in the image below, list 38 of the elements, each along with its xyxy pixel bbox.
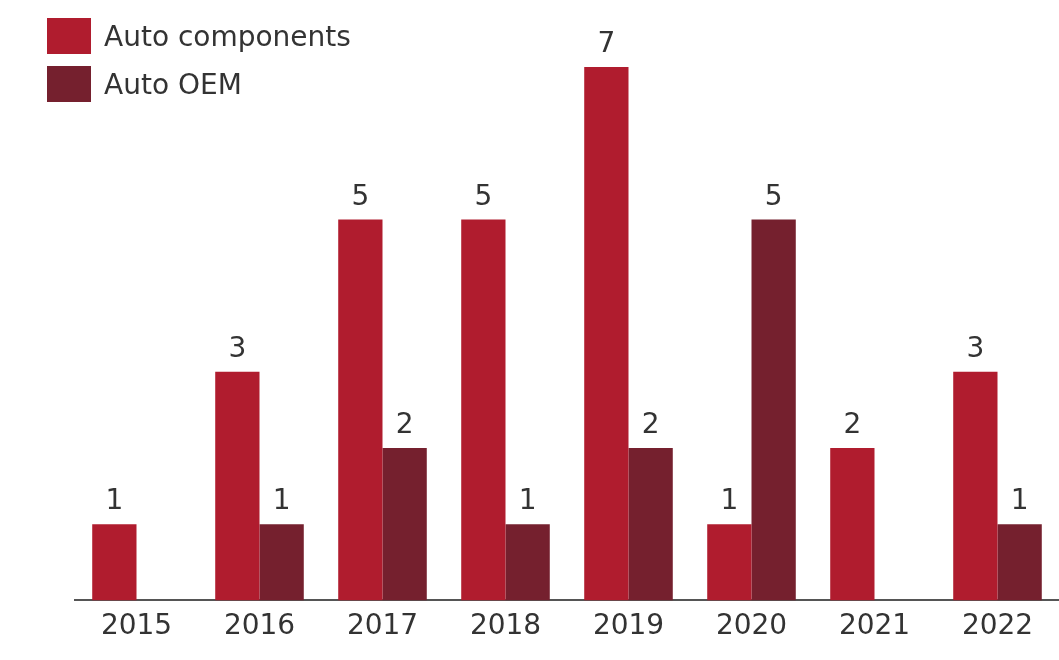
data-label: 7 [597, 26, 616, 60]
data-label: 1 [105, 483, 124, 517]
legend-label: Auto OEM [104, 67, 242, 101]
bar [628, 448, 673, 601]
data-label: 3 [228, 331, 247, 365]
x-tick-label: 2020 [715, 608, 788, 642]
data-label: 1 [1010, 483, 1029, 517]
data-label: 5 [764, 178, 783, 212]
bar [953, 371, 998, 601]
x-tick-label: 2017 [346, 608, 419, 642]
bar [382, 448, 427, 601]
bar [707, 524, 752, 601]
bar [505, 524, 550, 601]
data-label: 1 [518, 483, 537, 517]
data-label: 5 [474, 178, 493, 212]
x-tick-label: 2016 [223, 608, 296, 642]
data-label: 1 [720, 483, 739, 517]
bar [259, 524, 304, 601]
data-label: 3 [966, 331, 985, 365]
x-tick-label: 2022 [961, 608, 1034, 642]
bar [461, 219, 506, 601]
legend-label: Auto components [104, 19, 351, 53]
bar [92, 524, 137, 601]
data-label: 2 [395, 407, 414, 441]
bar [830, 448, 875, 601]
bar [997, 524, 1042, 601]
x-tick-label: 2019 [592, 608, 665, 642]
bar [338, 219, 383, 601]
bar [751, 219, 796, 601]
bar [584, 67, 629, 601]
x-tick-label: 2021 [838, 608, 911, 642]
data-label: 5 [351, 178, 370, 212]
x-tick-label: 2018 [469, 608, 542, 642]
bar [215, 371, 260, 601]
x-tick-label: 2015 [100, 608, 173, 642]
data-label: 2 [843, 407, 862, 441]
data-label: 2 [641, 407, 660, 441]
data-label: 1 [272, 483, 291, 517]
